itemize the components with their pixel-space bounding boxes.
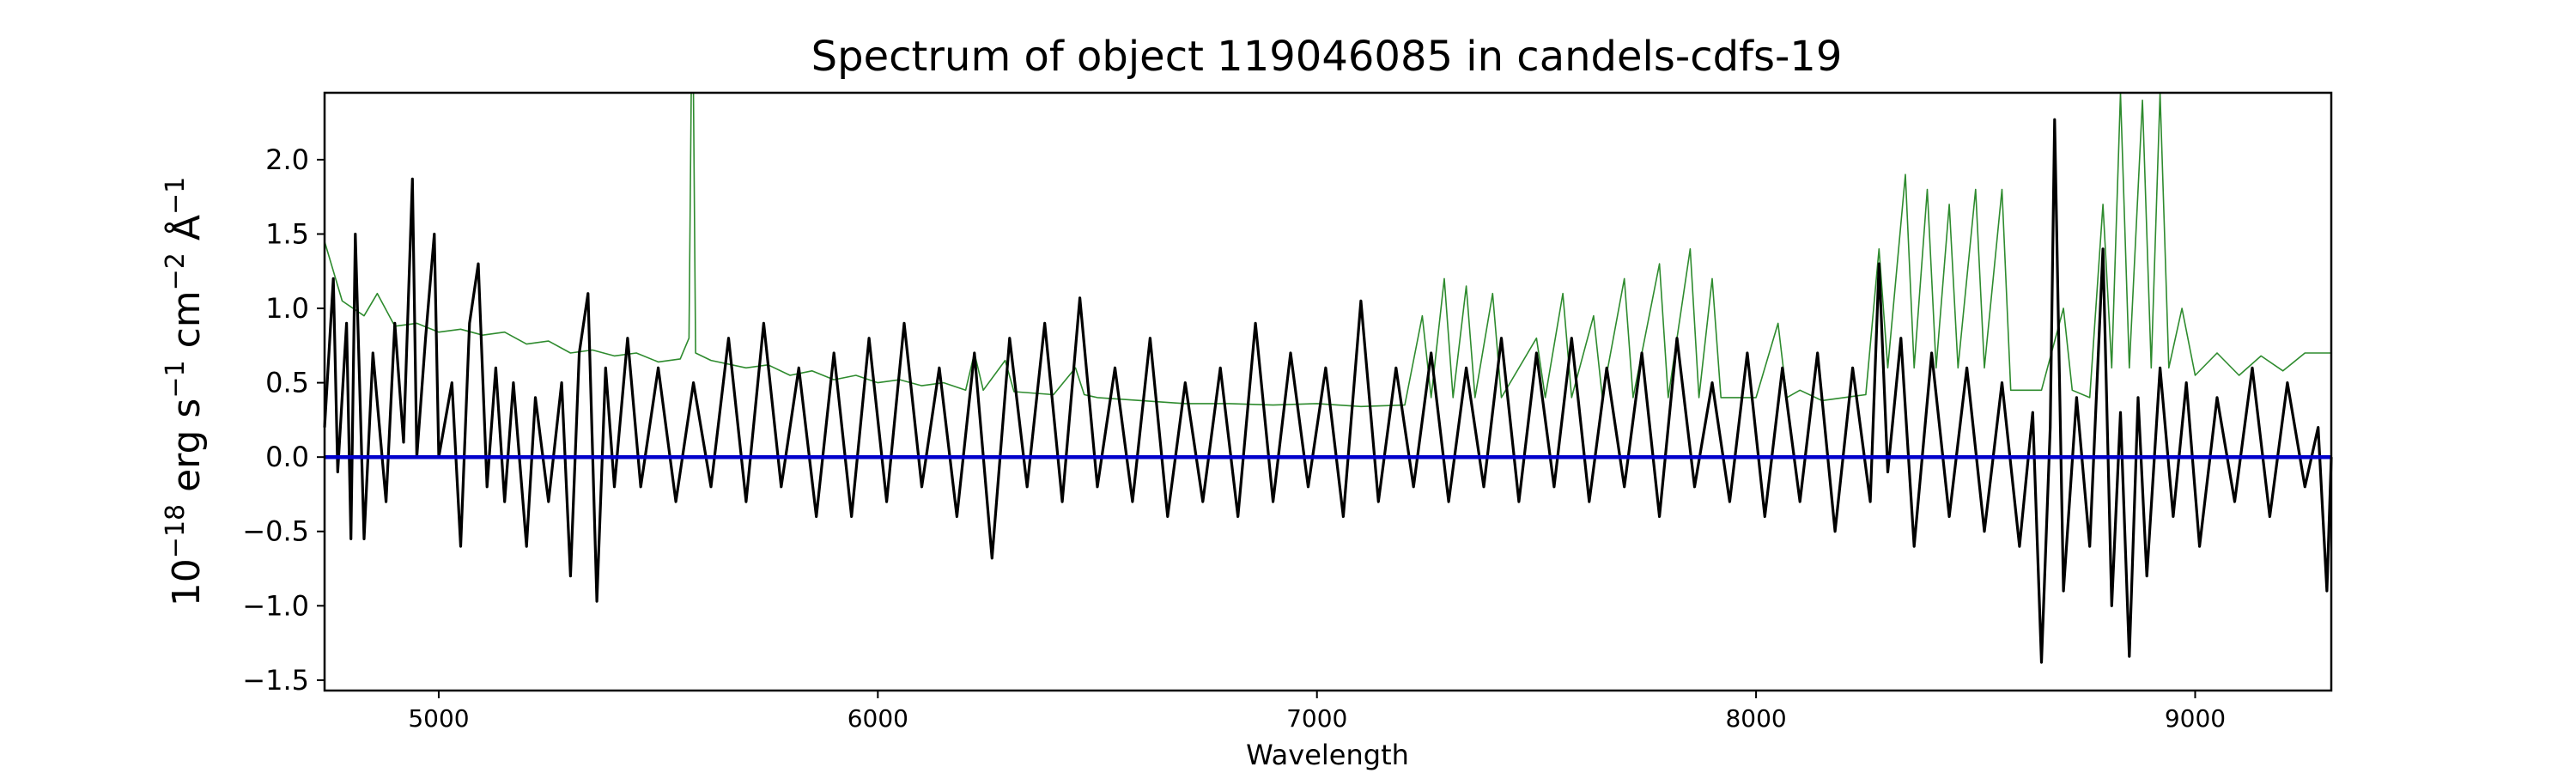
y-tick-label: −1.5 xyxy=(242,664,309,697)
flux-line xyxy=(323,118,2333,664)
y-axis-label-unit-erg-s-exp: −1 xyxy=(161,360,191,398)
x-axis: 5000 6000 7000 8000 9000 xyxy=(408,691,2226,733)
y-axis-label-unit-cm: cm xyxy=(165,290,209,360)
y-axis-label-unit-cm-exp: −2 xyxy=(161,253,191,290)
x-axis-label: Wavelength xyxy=(1246,739,1409,771)
y-tick-label: 0.0 xyxy=(265,441,309,473)
y-tick-label: 1.5 xyxy=(265,217,309,250)
x-tick-label: 9000 xyxy=(2165,704,2226,733)
y-axis-label: 10−18 erg s−1 cm−2 Å−1 xyxy=(161,177,209,606)
y-axis-label-unit-angstrom: Å xyxy=(163,215,209,253)
y-tick-label: 0.5 xyxy=(265,367,309,399)
x-tick-label: 8000 xyxy=(1725,704,1786,733)
y-axis-label-exp: −18 xyxy=(161,504,191,558)
y-tick-label: 1.0 xyxy=(265,292,309,325)
y-tick-label: −1.0 xyxy=(242,589,309,622)
y-tick-label: 2.0 xyxy=(265,143,309,176)
x-tick-label: 5000 xyxy=(408,704,469,733)
chart-title: Spectrum of object 119046085 in candels-… xyxy=(811,33,1843,81)
y-axis: −1.5 −1.0 −0.5 0.0 0.5 1.0 1.5 2.0 xyxy=(242,143,325,697)
error-line xyxy=(324,92,2331,408)
y-axis-label-base: 10 xyxy=(165,558,209,606)
series-layer xyxy=(323,92,2333,664)
plot-frame xyxy=(323,91,2333,692)
y-axis-label-unit-angstrom-exp: −1 xyxy=(161,177,191,215)
y-axis-label-unit-erg-s: erg s xyxy=(165,399,209,504)
y-tick-label: −0.5 xyxy=(242,515,309,548)
x-tick-label: 6000 xyxy=(848,704,908,733)
x-tick-label: 7000 xyxy=(1286,704,1347,733)
